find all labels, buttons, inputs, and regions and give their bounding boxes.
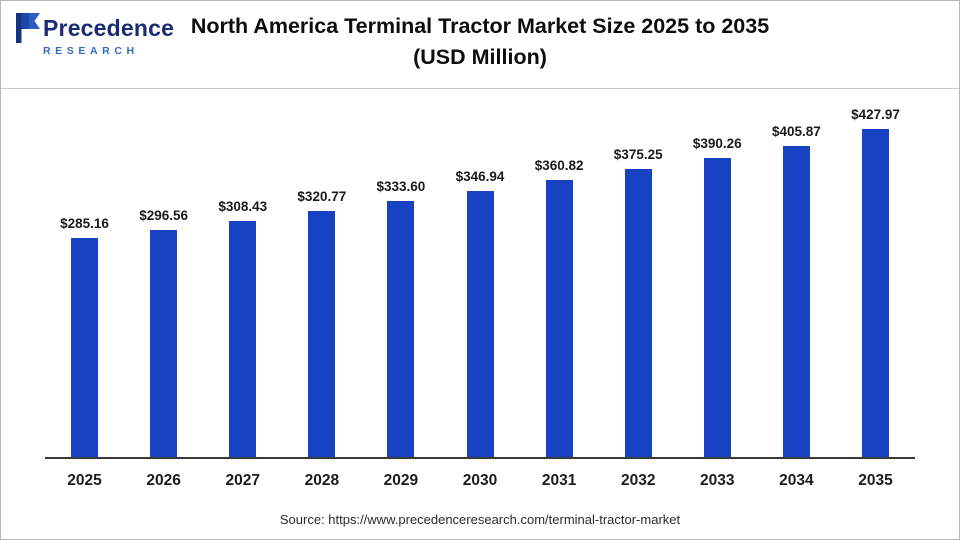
bar: [545, 180, 573, 457]
bar-column: $308.43: [203, 103, 282, 457]
x-axis-tick-label: 2033: [700, 472, 735, 489]
bar-column: $375.25: [599, 103, 678, 457]
bar: [624, 169, 652, 457]
bar-value-label: $333.60: [376, 179, 426, 194]
brand-logo: Precedence RESEARCH: [15, 13, 174, 57]
bar: [861, 129, 889, 457]
x-axis-labels: 2025 2026 2027 2028 2029 2030 2031 2032 2033 2034…: [45, 459, 915, 490]
bar-column: $405.87: [757, 103, 836, 457]
bar-column: $320.77: [282, 103, 361, 457]
bar-value-label: $405.87: [771, 124, 821, 139]
x-axis-tick-label: 2035: [858, 472, 893, 489]
x-axis-tick-label: 2029: [383, 472, 419, 489]
bar: [150, 230, 178, 457]
bar: [308, 211, 336, 457]
bar-column: $333.60: [361, 103, 440, 457]
bar: [229, 221, 257, 457]
bar-value-label: $360.82: [534, 158, 584, 173]
bar-value-label: $296.56: [139, 208, 189, 223]
bar-column: $390.26: [678, 103, 757, 457]
x-axis-tick-label: 2034: [779, 472, 814, 489]
bar: [466, 191, 494, 457]
brand-name: Precedence: [43, 14, 175, 41]
precedence-p-icon: [16, 13, 40, 43]
bar-value-label: $427.97: [851, 107, 900, 122]
bar-column: $427.97: [836, 103, 915, 457]
brand-subtitle: RESEARCH: [43, 45, 139, 57]
bar: [387, 201, 415, 457]
bar-value-label: $285.16: [60, 216, 109, 231]
x-axis-tick-label: 2026: [146, 472, 181, 489]
x-axis-tick-label: 2027: [225, 472, 260, 489]
chart-title: North America Terminal Tractor Market Si…: [1, 11, 959, 73]
x-axis-tick-label: 2031: [541, 472, 577, 489]
bar: [782, 146, 810, 457]
chart-plot-area: $285.16 $296.56 $308.43 $320.77 $333.60 $346.…: [45, 103, 915, 459]
bar-value-label: $375.25: [613, 147, 663, 162]
x-axis-tick-label: 2030: [462, 472, 498, 489]
bar: [71, 238, 99, 457]
bar-chart: $285.16 $296.56 $308.43 $320.77 $333.60 $346.…: [1, 89, 959, 498]
bar: [703, 158, 731, 457]
bar-value-label: $320.77: [297, 189, 347, 204]
bar-value-label: $346.94: [455, 169, 505, 184]
bar-value-label: $390.26: [692, 136, 742, 151]
x-axis-tick-label: 2025: [67, 472, 102, 489]
chart-title-line2: (USD Million): [413, 45, 547, 70]
x-axis-tick-label: 2032: [620, 472, 656, 489]
bar-value-label: $308.43: [218, 199, 268, 214]
footer: Source: https://www.precedenceresearch.c…: [1, 498, 959, 539]
header: Precedence RESEARCH North America Termin…: [1, 1, 959, 89]
bar-column: $285.16: [45, 103, 124, 457]
bar-column: $296.56: [124, 103, 203, 457]
bar-column: $346.94: [440, 103, 519, 457]
source-text: Source: https://www.precedenceresearch.c…: [279, 512, 681, 527]
chart-title-line1: North America Terminal Tractor Market Si…: [190, 14, 770, 38]
x-axis-tick-label: 2028: [304, 472, 340, 489]
bar-column: $360.82: [520, 103, 599, 457]
